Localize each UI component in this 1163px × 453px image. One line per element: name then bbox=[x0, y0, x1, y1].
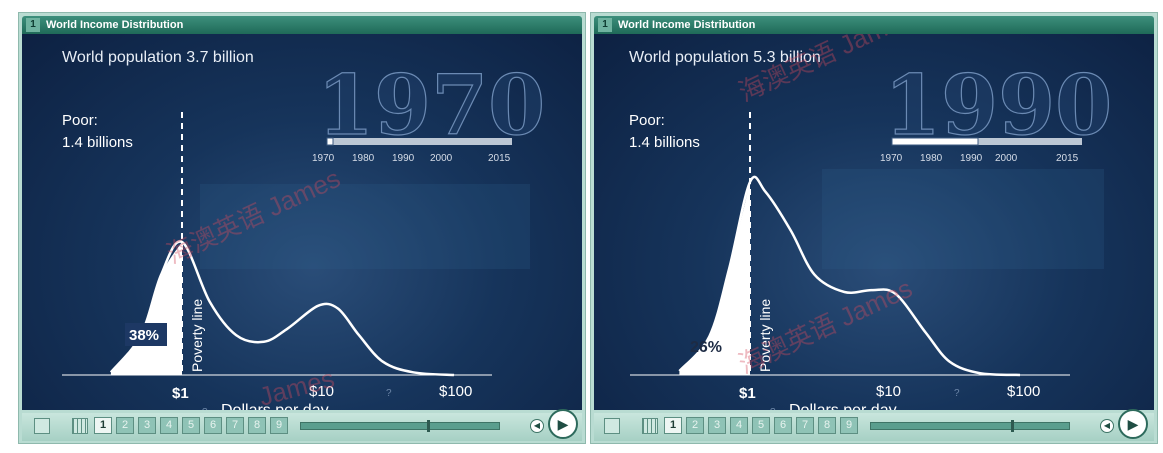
player-controls: 1 2 3 4 5 6 7 8 9 ◀ ▶ bbox=[22, 409, 582, 441]
chart-screen: 1990 World population 5.3 billion Poor: … bbox=[594, 34, 1154, 410]
share-badge bbox=[125, 323, 167, 346]
area-below-poverty bbox=[679, 182, 750, 375]
timeline-bar[interactable] bbox=[327, 138, 512, 145]
play-icon[interactable]: ▶ bbox=[548, 409, 578, 439]
help-mark-icon: ? bbox=[954, 388, 960, 399]
x-axis-label: Dollars per day bbox=[789, 402, 897, 410]
panel-1990: 1 World Income Distribution 1990 World p… bbox=[590, 12, 1158, 444]
title-bar: 1 World Income Distribution bbox=[22, 16, 582, 34]
population-text: World population 5.3 billion bbox=[629, 49, 821, 66]
poor-value: 1.4 billions bbox=[629, 134, 700, 151]
poor-value: 1.4 billions bbox=[62, 134, 133, 151]
player-controls: 1 2 3 4 5 6 7 8 9 ◀ ▶ bbox=[594, 409, 1154, 441]
page-button[interactable]: 3 bbox=[708, 417, 726, 434]
page-button[interactable]: 4 bbox=[160, 417, 178, 434]
income-chart: 1970 World population 3.7 billion Poor: … bbox=[62, 49, 546, 410]
timeline-label: 2015 bbox=[488, 153, 511, 164]
grid-view-button[interactable] bbox=[642, 418, 658, 434]
page-button[interactable]: 5 bbox=[752, 417, 770, 434]
x-axis-label: Dollars per day bbox=[221, 402, 329, 410]
tick-label: $1 bbox=[739, 385, 756, 402]
tick-label: $100 bbox=[1007, 383, 1040, 400]
distribution-curve bbox=[109, 240, 455, 377]
poverty-line-label: Poverty line bbox=[189, 299, 205, 372]
play-icon[interactable]: ▶ bbox=[1118, 409, 1148, 439]
page-button[interactable]: 2 bbox=[686, 417, 704, 434]
share-label: 38% bbox=[129, 327, 159, 344]
timeline-bar[interactable] bbox=[892, 138, 1082, 145]
prev-icon[interactable]: ◀ bbox=[530, 419, 544, 433]
page-button[interactable]: 6 bbox=[774, 417, 792, 434]
timeline-labels: 1970 1980 1990 2000 2015 bbox=[312, 153, 511, 164]
timeline-label: 1970 bbox=[312, 153, 335, 164]
page-button[interactable]: 8 bbox=[248, 417, 266, 434]
page-button[interactable]: 2 bbox=[116, 417, 134, 434]
help-mark-icon: ? bbox=[386, 388, 392, 399]
page-button[interactable]: 5 bbox=[182, 417, 200, 434]
tick-label: $10 bbox=[876, 383, 901, 400]
window-title: World Income Distribution bbox=[618, 19, 756, 31]
menu-button[interactable] bbox=[34, 418, 50, 434]
poverty-line-label: Poverty line bbox=[757, 299, 773, 372]
progress-track[interactable] bbox=[870, 422, 1070, 430]
timeline-label: 1990 bbox=[960, 153, 983, 164]
tick-label: $100 bbox=[439, 383, 472, 400]
faint-panel bbox=[822, 169, 1104, 269]
timeline-label: 2015 bbox=[1056, 153, 1079, 164]
chart-screen: 1970 World population 3.7 billion Poor: … bbox=[22, 34, 582, 410]
prev-icon[interactable]: ◀ bbox=[1100, 419, 1114, 433]
progress-handle[interactable] bbox=[427, 420, 430, 432]
series-area bbox=[630, 175, 1070, 377]
timeline-label: 1970 bbox=[880, 153, 903, 164]
distribution-curve bbox=[678, 175, 1021, 377]
page-button[interactable]: 6 bbox=[204, 417, 222, 434]
timeline-label: 1980 bbox=[352, 153, 375, 164]
page-button[interactable]: 7 bbox=[796, 417, 814, 434]
timeline-fill bbox=[891, 137, 979, 146]
page-button[interactable]: 9 bbox=[270, 417, 288, 434]
income-chart: 1990 World population 5.3 billion Poor: … bbox=[629, 34, 1113, 410]
tick-label: $10 bbox=[309, 383, 334, 400]
tick-label: $1 bbox=[172, 385, 189, 402]
page-button[interactable]: 7 bbox=[226, 417, 244, 434]
timeline-label: 1980 bbox=[920, 153, 943, 164]
page-button[interactable]: 1 bbox=[664, 417, 682, 434]
population-text: World population 3.7 billion bbox=[62, 49, 254, 66]
slide-number: 1 bbox=[26, 18, 40, 32]
timeline-labels: 1970 1980 1990 2000 2015 bbox=[880, 153, 1079, 164]
panel-1970: 1 World Income Distribution 1970 World p… bbox=[18, 12, 586, 444]
poor-label: Poor: bbox=[629, 112, 665, 129]
page-button[interactable]: 1 bbox=[94, 417, 112, 434]
poor-label: Poor: bbox=[62, 112, 98, 129]
progress-handle[interactable] bbox=[1011, 420, 1014, 432]
menu-button[interactable] bbox=[604, 418, 620, 434]
title-bar: 1 World Income Distribution bbox=[594, 16, 1154, 34]
page-button[interactable]: 4 bbox=[730, 417, 748, 434]
help-mark-icon: ? bbox=[770, 407, 776, 410]
timeline-label: 1990 bbox=[392, 153, 415, 164]
faint-panel bbox=[200, 184, 530, 269]
help-mark-icon: ? bbox=[202, 407, 208, 410]
grid-view-button[interactable] bbox=[72, 418, 88, 434]
timeline-label: 2000 bbox=[430, 153, 453, 164]
page-button[interactable]: 9 bbox=[840, 417, 858, 434]
timeline-fill bbox=[326, 137, 334, 146]
timeline-label: 2000 bbox=[995, 153, 1018, 164]
progress-track[interactable] bbox=[300, 422, 500, 430]
window-title: World Income Distribution bbox=[46, 19, 184, 31]
page-button[interactable]: 3 bbox=[138, 417, 156, 434]
share-label: 26% bbox=[690, 339, 722, 356]
page-button[interactable]: 8 bbox=[818, 417, 836, 434]
slide-number: 1 bbox=[598, 18, 612, 32]
